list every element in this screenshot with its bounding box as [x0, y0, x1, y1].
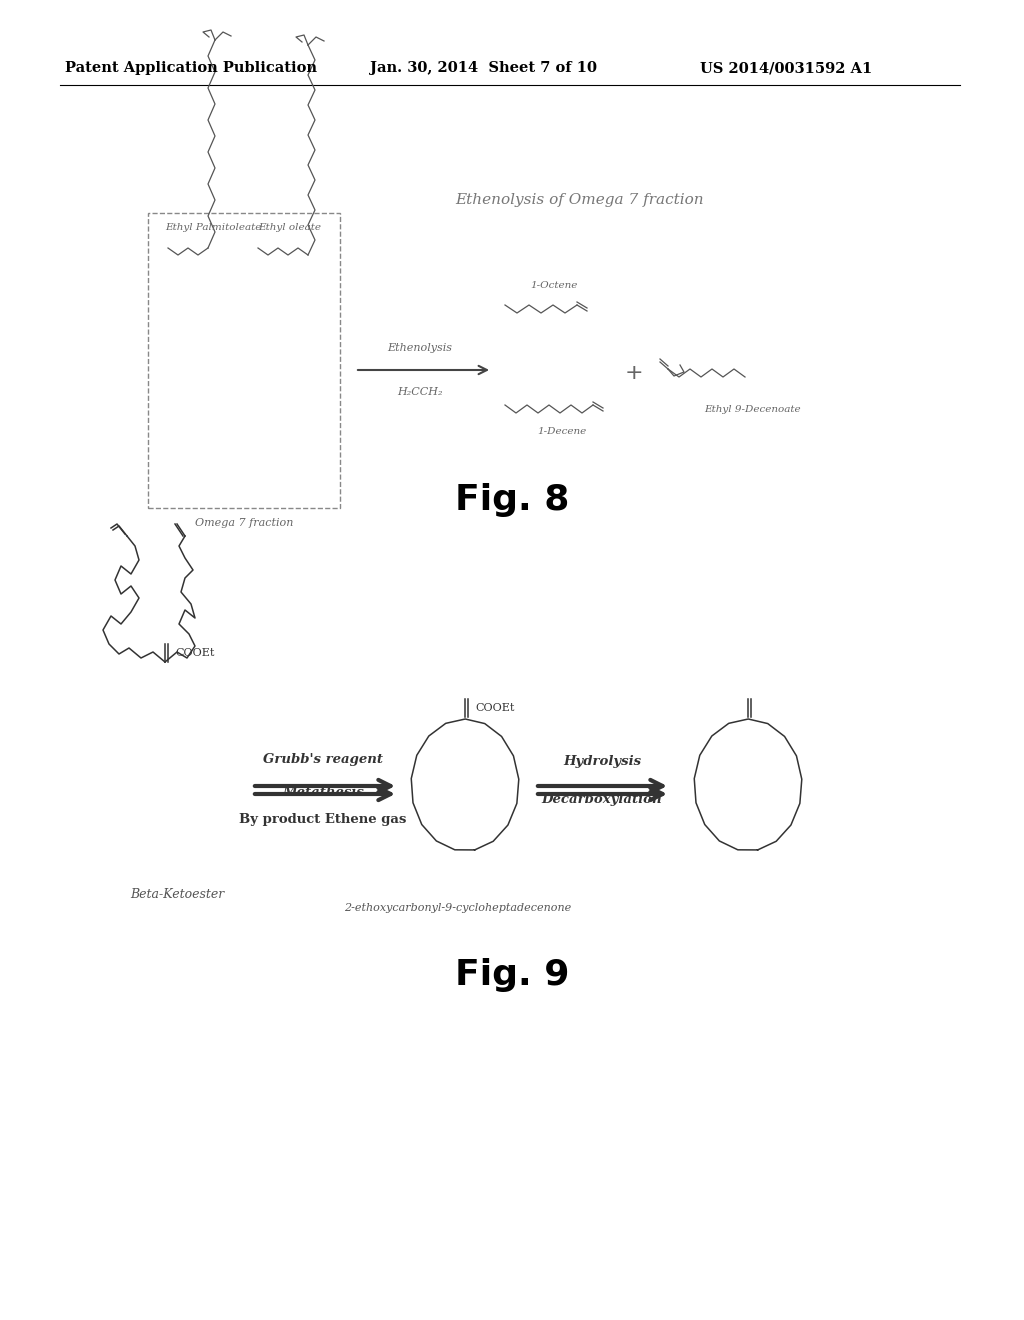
Text: Hydrolysis: Hydrolysis	[563, 755, 641, 768]
Text: Metathesis: Metathesis	[282, 785, 364, 799]
Text: +: +	[625, 363, 643, 383]
Text: Patent Application Publication: Patent Application Publication	[65, 61, 317, 75]
Text: Omega 7 fraction: Omega 7 fraction	[195, 517, 293, 528]
Text: Fig. 8: Fig. 8	[455, 483, 569, 517]
Text: Ethyl Palmitoleate: Ethyl Palmitoleate	[165, 223, 261, 232]
Text: 1-Octene: 1-Octene	[530, 281, 578, 289]
Text: H₂CCH₂: H₂CCH₂	[397, 387, 442, 397]
Text: By product Ethene gas: By product Ethene gas	[240, 813, 407, 826]
Text: Ethenolysis of Omega 7 fraction: Ethenolysis of Omega 7 fraction	[456, 193, 705, 207]
Text: Ethyl 9-Decenoate: Ethyl 9-Decenoate	[703, 405, 801, 414]
Text: COOEt: COOEt	[175, 648, 214, 657]
Bar	[148, 213, 340, 508]
Text: 1-Decene: 1-Decene	[538, 428, 587, 437]
Text: US 2014/0031592 A1: US 2014/0031592 A1	[700, 61, 872, 75]
Text: 2-ethoxycarbonyl-9-cycloheptadecenone: 2-ethoxycarbonyl-9-cycloheptadecenone	[344, 903, 571, 913]
Text: Ethyl oleate: Ethyl oleate	[258, 223, 321, 232]
Text: Decarboxylation: Decarboxylation	[542, 793, 663, 807]
Text: Grubb's reagent: Grubb's reagent	[263, 754, 383, 767]
Text: Fig. 9: Fig. 9	[455, 958, 569, 993]
Text: COOEt: COOEt	[475, 704, 514, 713]
Text: Ethenolysis: Ethenolysis	[387, 343, 453, 352]
Text: Beta-Ketoester: Beta-Ketoester	[130, 888, 224, 902]
Text: Jan. 30, 2014  Sheet 7 of 10: Jan. 30, 2014 Sheet 7 of 10	[370, 61, 597, 75]
